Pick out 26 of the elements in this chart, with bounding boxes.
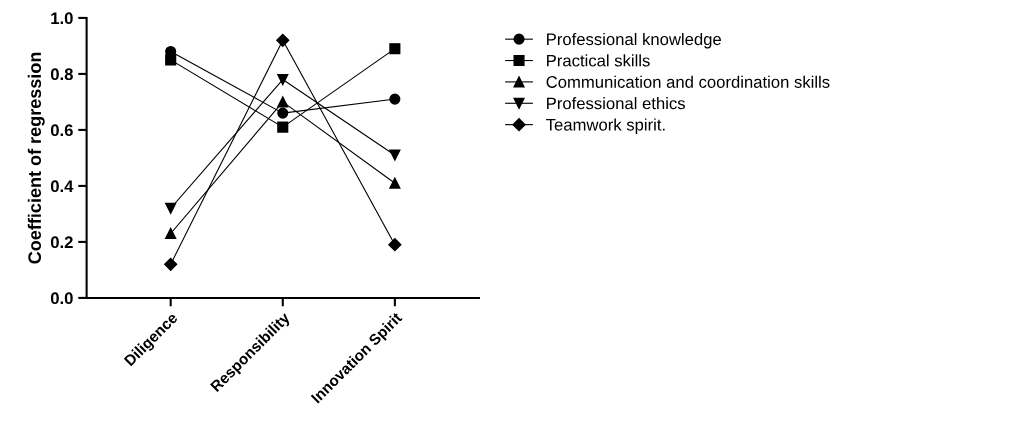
y-tick-label: 0.4 (50, 180, 74, 193)
point (165, 227, 177, 240)
point (389, 93, 401, 105)
point (165, 202, 177, 214)
point (277, 73, 289, 86)
point (389, 149, 401, 161)
point (277, 96, 289, 108)
y-tick-label: 0.0 (50, 292, 73, 305)
legend-label: Communication and coordination skills (546, 75, 830, 88)
y-tick-label: 1.0 (51, 12, 73, 25)
point (164, 257, 178, 271)
point (165, 54, 177, 66)
point (389, 177, 401, 189)
legend-label: Professional knowledge (547, 32, 721, 49)
point (277, 121, 289, 133)
point (389, 43, 401, 55)
point (276, 33, 290, 47)
legend-label: Practical skills (547, 54, 650, 67)
y-axis-title: Coefficient of regression (27, 52, 45, 264)
legend-label: Professional ethics (547, 97, 685, 110)
y-tick-label: 0.8 (50, 68, 73, 81)
legend-label: Teamwork spirit. (546, 118, 665, 134)
point (388, 238, 402, 252)
y-tick-label: 0.2 (50, 236, 73, 249)
point (277, 107, 289, 119)
y-tick-label: 0.6 (50, 124, 73, 137)
